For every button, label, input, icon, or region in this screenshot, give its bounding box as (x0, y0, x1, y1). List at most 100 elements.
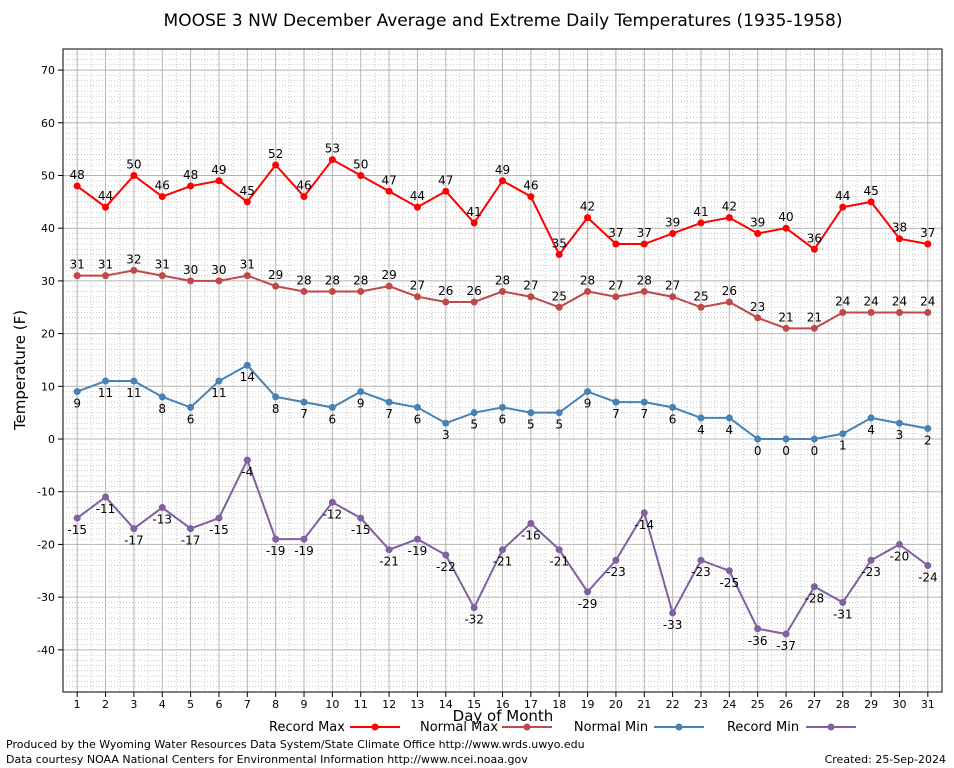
normal-max-data-label: 21 (778, 310, 793, 324)
record-max-data-label: 46 (296, 179, 311, 193)
x-tick-label: 6 (215, 698, 222, 711)
record-max-data-label: 44 (410, 189, 425, 203)
record-min-data-label: -36 (748, 634, 768, 648)
normal-max-data-label: 29 (381, 268, 396, 282)
record-max-point (612, 240, 620, 248)
normal-max-point (612, 293, 620, 301)
normal-max-data-label: 24 (835, 295, 850, 309)
record-max-data-label: 35 (552, 237, 567, 251)
record-max-point (328, 156, 336, 164)
record-min-data-label: -22 (436, 560, 456, 574)
record-max-point (130, 171, 138, 179)
record-min-point (697, 556, 705, 564)
record-min-data-label: -12 (323, 507, 343, 521)
legend-label-record-max: Record Max (269, 720, 345, 735)
normal-max-point (754, 314, 762, 322)
record-min-point (413, 535, 421, 543)
record-min-data-label: -29 (578, 597, 598, 611)
record-min-point (584, 588, 592, 596)
normal-max-point (215, 277, 223, 285)
legend: Record Max Normal Max Normal Min Record Min (269, 720, 856, 735)
record-max-point (895, 235, 903, 243)
legend-marker-record-min (827, 723, 835, 731)
normal-max-point (867, 309, 875, 317)
normal-min-data-label: 6 (669, 412, 677, 426)
normal-max-point (697, 303, 705, 311)
record-min-point (725, 567, 733, 575)
record-max-point (385, 187, 393, 195)
x-tick-label: 22 (666, 698, 680, 711)
y-tick-label: 40 (41, 222, 55, 235)
record-min-data-label: -19 (408, 544, 428, 558)
x-tick-label: 24 (722, 698, 736, 711)
normal-min-point (300, 398, 308, 406)
record-min-data-label: -23 (691, 565, 711, 579)
record-min-data-label: -23 (606, 565, 626, 579)
record-min-data-label: -21 (549, 555, 569, 569)
record-max-point (215, 177, 223, 185)
normal-min-point (102, 377, 110, 385)
normal-min-data-label: 7 (385, 407, 393, 421)
record-max-point (810, 245, 818, 253)
normal-min-data-label: 2 (924, 433, 932, 447)
y-tick-label: 20 (41, 328, 55, 341)
normal-min-data-label: 0 (754, 444, 762, 458)
record-min-data-label: -19 (294, 544, 314, 558)
record-max-data-label: 50 (126, 157, 141, 171)
record-max-data-label: 53 (325, 142, 340, 156)
record-min-point (300, 535, 308, 543)
normal-max-point (924, 309, 932, 317)
record-min-data-label: -17 (181, 534, 201, 548)
normal-max-data-label: 24 (892, 295, 907, 309)
normal-min-data-label: 11 (126, 386, 141, 400)
normal-min-data-label: 7 (612, 407, 620, 421)
record-max-point (499, 177, 506, 185)
normal-max-point (470, 298, 478, 306)
record-max-data-label: 49 (495, 163, 510, 177)
normal-min-data-label: 3 (442, 428, 450, 442)
record-min-point (130, 525, 138, 533)
record-min-point (272, 535, 280, 543)
normal-min-point (385, 398, 393, 406)
normal-max-point (527, 293, 535, 301)
normal-min-data-label: 7 (640, 407, 648, 421)
normal-min-point (442, 419, 450, 427)
x-tick-label: 25 (751, 698, 765, 711)
x-axis-label: Day of Month (453, 707, 554, 725)
record-min-point (187, 525, 195, 533)
normal-max-data-label: 24 (920, 295, 935, 309)
legend-label-normal-min: Normal Min (574, 720, 648, 735)
record-min-point (924, 562, 932, 570)
normal-min-data-label: 9 (73, 397, 81, 411)
record-min-data-label: -13 (152, 513, 172, 527)
normal-max-data-label: 29 (268, 268, 283, 282)
footer-data-source: Data courtesy NOAA National Centers for … (6, 753, 528, 766)
normal-min-point (669, 403, 677, 411)
record-max-data-label: 37 (637, 226, 652, 240)
normal-max-point (810, 324, 818, 332)
normal-max-point (725, 298, 733, 306)
normal-max-point (158, 272, 166, 280)
record-max-data-label: 42 (580, 200, 595, 214)
x-tick-label: 29 (864, 698, 878, 711)
record-min-data-label: -15 (67, 523, 87, 537)
normal-max-point (413, 293, 421, 301)
x-tick-label: 19 (581, 698, 595, 711)
x-tick-label: 15 (467, 698, 481, 711)
normal-max-point (357, 287, 365, 295)
normal-max-data-label: 30 (183, 263, 198, 277)
normal-min-data-label: 11 (98, 386, 113, 400)
normal-max-point (555, 303, 563, 311)
normal-min-point (839, 430, 847, 438)
record-max-data-label: 38 (892, 221, 907, 235)
record-min-point (669, 609, 677, 617)
normal-min-data-label: 9 (584, 397, 592, 411)
y-tick-label: 60 (41, 117, 55, 130)
record-max-data-label: 47 (438, 173, 453, 187)
record-max-point (272, 161, 280, 169)
normal-min-point (584, 388, 592, 396)
record-min-data-label: -21 (493, 555, 513, 569)
normal-max-data-label: 26 (438, 284, 453, 298)
normal-max-point (130, 266, 138, 274)
record-min-data-label: -21 (379, 555, 399, 569)
